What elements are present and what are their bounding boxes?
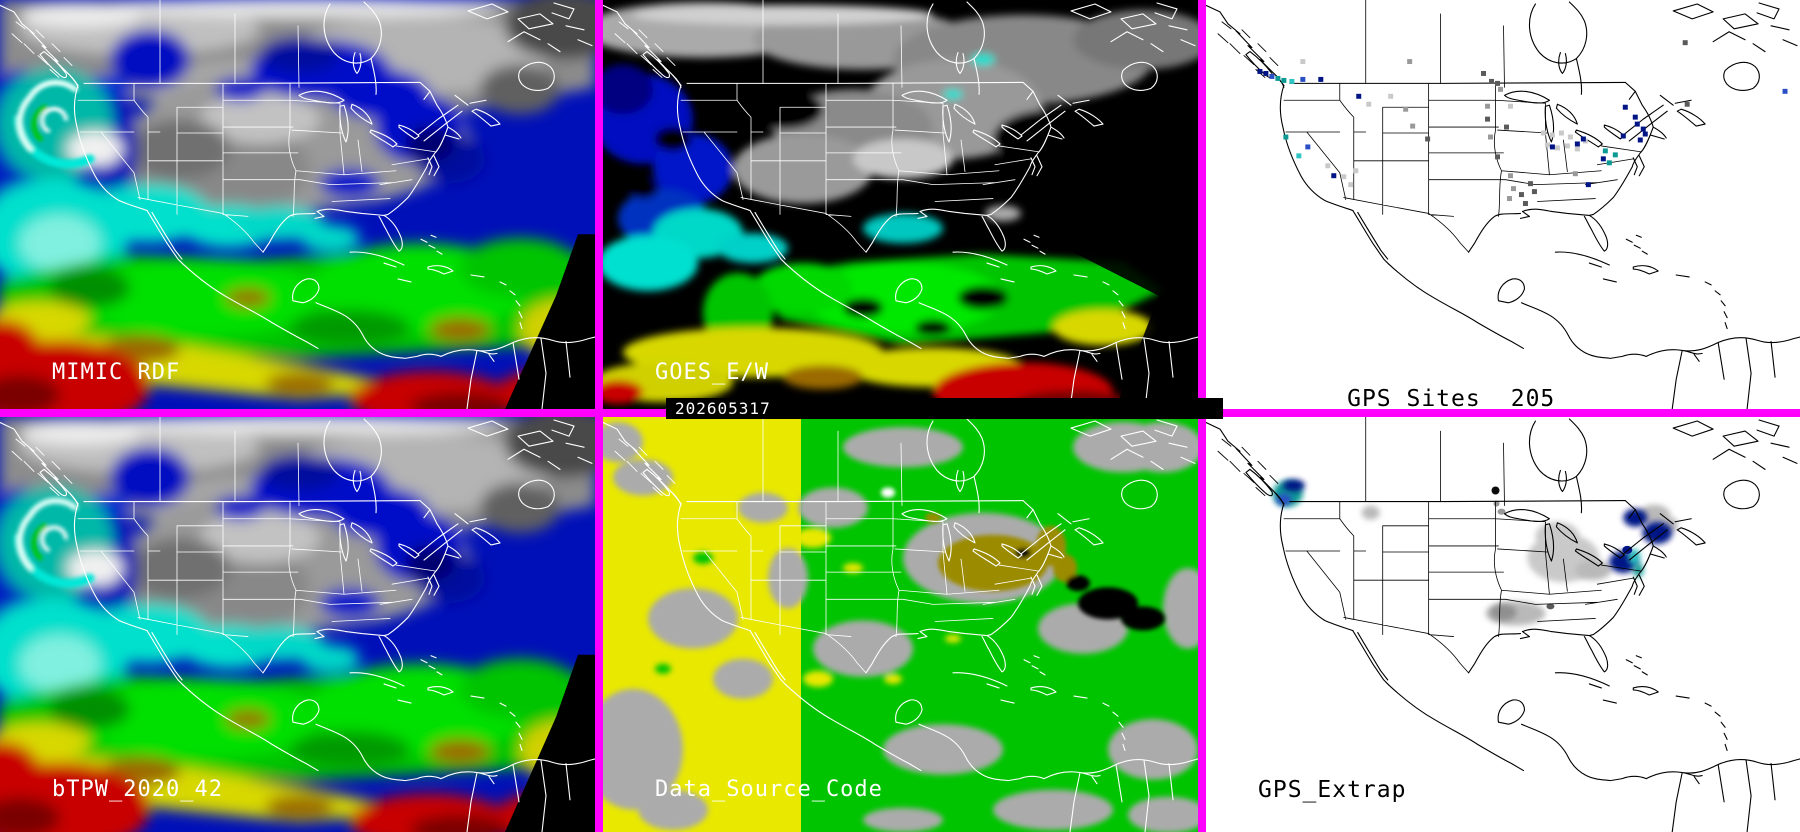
panel-goes-ew: GOES_E/W	[603, 0, 1198, 409]
panel-gps-extrap: GPS_Extrap	[1206, 417, 1800, 832]
data-source-code-label: Data_Source_Code	[655, 777, 883, 802]
goes-ew-image	[603, 0, 1198, 409]
goes-ew-label: GOES_E/W	[655, 360, 769, 385]
btpw-label: bTPW_2020_42	[52, 777, 223, 802]
gps-sites-map	[1206, 0, 1800, 409]
panel-btpw: bTPW_2020_42	[0, 417, 595, 832]
panel-data-source-code: Data_Source_Code	[603, 417, 1198, 832]
gps-sites-label-text: GPS Sites	[1347, 386, 1481, 409]
timestamp-bar: 202605317	[666, 398, 1223, 419]
gps-sites-count: 205	[1510, 386, 1556, 409]
btpw-image	[0, 417, 595, 832]
mimic-rdf-label: MIMIC RDF	[52, 360, 181, 385]
data-source-code-image	[603, 417, 1198, 832]
gps-sites-label: GPS Sites 205	[1258, 360, 1555, 409]
gps-site-markers	[1257, 40, 1788, 206]
panel-mimic-rdf: MIMIC RDF	[0, 0, 595, 409]
panel-gps-sites: GPS Sites 205	[1206, 0, 1800, 409]
mimic-rdf-image	[0, 0, 595, 409]
gps-extrap-label: GPS_Extrap	[1258, 777, 1407, 803]
timestamp: 202605317	[675, 399, 771, 418]
gps-extrap-map	[1206, 417, 1800, 832]
